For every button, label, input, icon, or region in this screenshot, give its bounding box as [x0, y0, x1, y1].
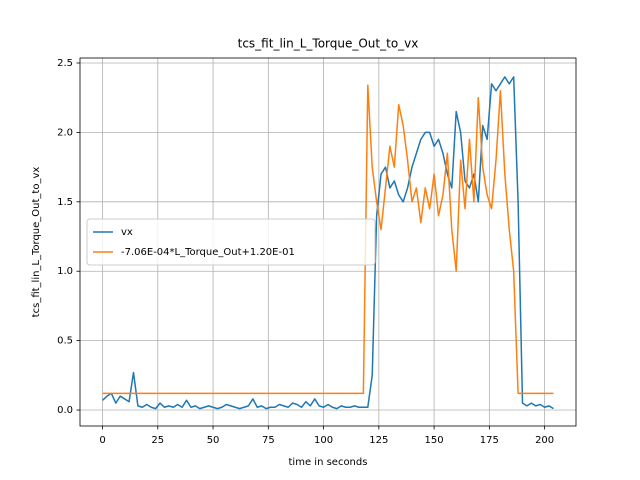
x-tick-label: 75	[262, 435, 275, 446]
legend-label: vx	[121, 227, 133, 238]
y-tick-label: 2.5	[57, 58, 73, 69]
y-tick-label: 0.5	[57, 336, 73, 347]
y-tick-label: 0.0	[57, 405, 73, 416]
legend-label: -7.06E-04*L_Torque_Out+1.20E-01	[121, 247, 295, 258]
y-tick-label: 2.0	[57, 127, 73, 138]
y-tick-label: 1.5	[57, 197, 73, 208]
x-axis-label: time in seconds	[289, 457, 368, 468]
series-line	[102, 76, 554, 410]
series-line	[102, 84, 554, 395]
x-tick-label: 25	[151, 435, 164, 446]
axes-frame	[79, 57, 577, 427]
x-tick-label: 100	[314, 435, 333, 446]
x-tick-label: 0	[99, 435, 105, 446]
x-tick-label: 150	[425, 435, 444, 446]
legend-box	[86, 218, 376, 266]
legend: vx -7.06E-04*L_Torque_Out+1.20E-01	[86, 218, 376, 266]
x-tick-label: 50	[207, 435, 220, 446]
x-tick-label: 200	[535, 435, 554, 446]
x-tick-label: 175	[480, 435, 499, 446]
y-tick-label: 1.0	[57, 266, 73, 277]
chart-title: tcs_fit_lin_L_Torque_Out_to_vx	[238, 37, 419, 51]
y-axis-label: tcs_fit_lin_L_Torque_Out_to_vx	[31, 167, 42, 318]
x-tick-label: 125	[369, 435, 388, 446]
